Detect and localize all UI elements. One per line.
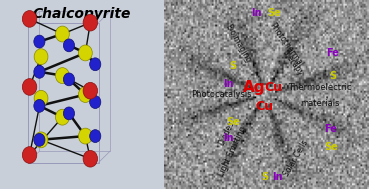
Text: S: S [229,61,237,71]
Text: In: In [251,8,262,18]
Text: Fe: Fe [326,48,339,58]
Text: Cu: Cu [265,81,283,94]
Circle shape [83,14,97,31]
Circle shape [55,26,69,42]
Text: Ag: Ag [243,80,266,95]
Text: Diodes: Diodes [217,119,236,147]
Circle shape [63,107,75,120]
Circle shape [63,39,75,52]
Circle shape [34,90,48,106]
Text: Photothermal: Photothermal [268,22,305,69]
Circle shape [34,35,45,48]
Text: Se: Se [324,143,338,152]
Text: S: S [261,172,268,182]
Text: Cu: Cu [256,100,273,113]
Circle shape [34,132,48,148]
Text: Fe: Fe [324,124,337,133]
Circle shape [23,79,37,95]
Circle shape [79,128,92,144]
Circle shape [34,133,45,146]
Text: therapy: therapy [281,47,306,77]
Circle shape [23,147,37,163]
Circle shape [90,96,101,108]
Text: Photocatalysis: Photocatalysis [191,90,252,99]
Text: Bioimaging: Bioimaging [223,22,253,64]
Circle shape [34,65,45,78]
Circle shape [83,82,97,99]
Text: Light Emitting: Light Emitting [217,125,248,178]
Text: Solar Cells: Solar Cells [282,139,310,178]
Circle shape [79,87,92,102]
Text: Chalcopyrite: Chalcopyrite [33,7,131,21]
Circle shape [79,45,92,61]
Circle shape [90,130,101,143]
Text: In: In [273,172,283,182]
Text: materials: materials [300,99,339,108]
Circle shape [83,150,97,167]
Text: In: In [224,79,234,89]
Circle shape [90,58,101,71]
Circle shape [55,109,69,125]
Circle shape [34,99,45,112]
Text: Se: Se [226,117,240,127]
Text: Se: Se [267,8,281,18]
Circle shape [34,49,48,65]
Text: S: S [330,71,337,81]
Text: Thermoelectric: Thermoelectric [288,83,352,92]
Circle shape [23,11,37,27]
Text: In: In [224,133,234,143]
Circle shape [63,73,75,86]
Circle shape [55,68,69,84]
